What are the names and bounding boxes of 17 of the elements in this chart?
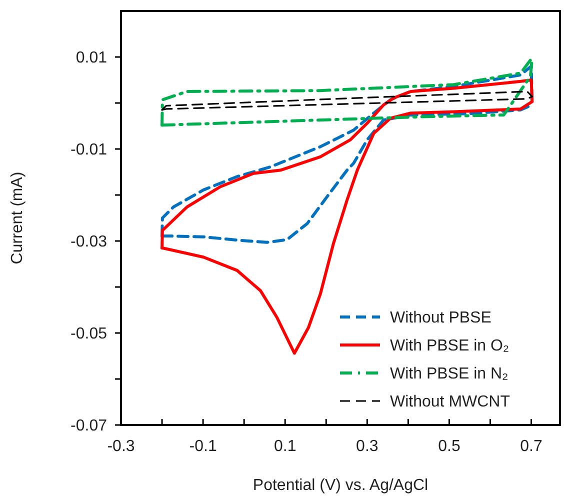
legend-label: Without PBSE [390, 310, 492, 327]
y-tick-label: -0.05 [70, 326, 108, 343]
legend-label: With PBSE in N₂ [390, 366, 508, 383]
y-tick-label: -0.07 [70, 418, 108, 435]
legend-label: Without MWCNT [390, 394, 510, 411]
y-tick-label: -0.03 [70, 234, 108, 251]
x-tick-label: 0.1 [274, 438, 296, 455]
x-tick-label: -0.1 [189, 438, 217, 455]
x-axis-title: Potential (V) vs. Ag/AgCl [252, 477, 428, 494]
y-tick-label: 0.01 [76, 50, 108, 67]
x-tick-label: -0.3 [107, 438, 135, 455]
x-tick-label: 0.3 [356, 438, 378, 455]
x-tick-label: 0.7 [520, 438, 542, 455]
legend-label: With PBSE in O₂ [390, 338, 510, 355]
y-axis-title: Current (mA) [9, 172, 26, 264]
x-tick-label: 0.5 [438, 438, 460, 455]
y-tick-label: -0.01 [70, 142, 108, 159]
